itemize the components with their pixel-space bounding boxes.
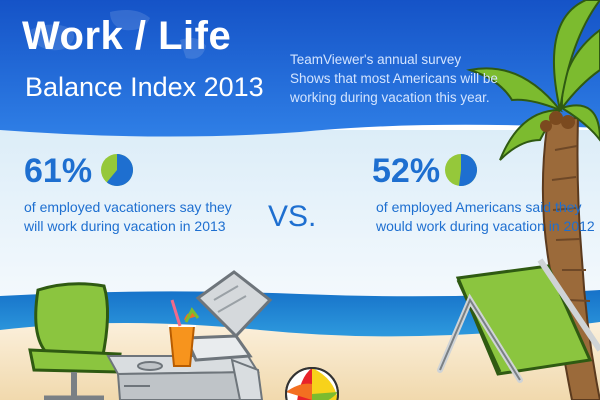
pie-chart-icon xyxy=(101,154,133,186)
cocktail-icon xyxy=(137,299,200,371)
description-line: of employed vacationers say they xyxy=(24,199,232,215)
page-subtitle: Balance Index 2013 xyxy=(25,72,264,102)
stat-2012-percent: 52% xyxy=(372,152,441,190)
survey-note: TeamViewer's annual survey Shows that mo… xyxy=(290,50,540,107)
stat-2013-percent: 61% xyxy=(24,152,93,190)
stat-2013-description: of employed vacationers say they will wo… xyxy=(24,198,232,236)
survey-line: working during vacation this year. xyxy=(290,90,490,105)
description-line: would work during vacation in 2012 xyxy=(376,218,595,234)
survey-line: TeamViewer's annual survey xyxy=(290,52,462,67)
survey-line: Shows that most Americans will be xyxy=(290,71,498,86)
laptop-icon xyxy=(183,270,273,362)
world-map-icon xyxy=(30,10,206,59)
versus-label: VS. xyxy=(268,200,317,233)
pie-slice-2012 xyxy=(458,153,478,186)
header-band xyxy=(0,0,600,137)
pie-slice-2013 xyxy=(106,154,133,186)
description-line: will work during vacation in 2013 xyxy=(24,218,226,234)
description-line: of employed Americans said they xyxy=(376,199,582,215)
beach-ball-icon xyxy=(285,367,339,400)
lounge-chair-icon xyxy=(437,258,600,383)
office-chair-icon xyxy=(28,282,122,400)
stat-2012-description: of employed Americans said they would wo… xyxy=(376,198,595,236)
pie-chart-icon xyxy=(445,153,478,186)
page-title: Work / Life xyxy=(22,14,232,58)
